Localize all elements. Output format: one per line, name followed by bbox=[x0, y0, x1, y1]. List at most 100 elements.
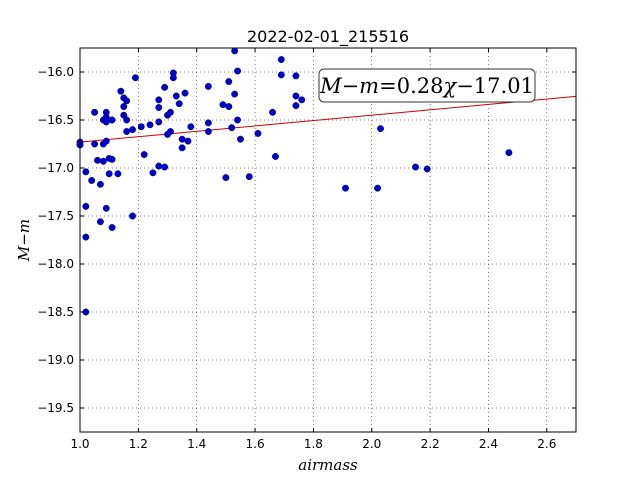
data-point bbox=[225, 78, 233, 86]
x-tick-label: 2.2 bbox=[421, 437, 440, 451]
data-point bbox=[155, 118, 163, 126]
data-point bbox=[166, 128, 174, 135]
data-point bbox=[184, 137, 192, 145]
data-point bbox=[234, 116, 242, 124]
y-tick-label: −17.0 bbox=[37, 161, 74, 175]
data-point bbox=[245, 173, 253, 181]
data-point bbox=[102, 108, 110, 116]
annotation-equation: M−m=0.28χ−17.01 bbox=[319, 74, 534, 98]
data-point bbox=[204, 119, 212, 127]
y-tick-label: −19.0 bbox=[37, 353, 74, 367]
data-point bbox=[102, 137, 110, 145]
data-point bbox=[175, 100, 183, 108]
data-point bbox=[187, 123, 195, 131]
data-point bbox=[155, 104, 163, 111]
data-point bbox=[108, 116, 116, 124]
data-point bbox=[505, 149, 513, 157]
data-point bbox=[277, 71, 285, 79]
data-point bbox=[108, 224, 116, 231]
data-point bbox=[292, 102, 300, 110]
data-point bbox=[155, 162, 163, 170]
data-point bbox=[172, 92, 180, 100]
y-tick-label: −19.5 bbox=[37, 401, 74, 415]
data-point bbox=[161, 163, 169, 171]
data-point bbox=[91, 108, 99, 116]
annotation-slope: 0.28 bbox=[397, 74, 444, 98]
data-point bbox=[131, 74, 139, 82]
data-point bbox=[231, 47, 239, 55]
data-point bbox=[114, 170, 122, 178]
data-point bbox=[292, 72, 300, 80]
data-point bbox=[178, 144, 186, 152]
data-point bbox=[231, 90, 239, 98]
data-point bbox=[228, 124, 236, 132]
fit-line bbox=[79, 95, 577, 143]
data-point bbox=[108, 155, 116, 163]
data-point bbox=[272, 153, 279, 160]
data-point bbox=[120, 103, 128, 111]
data-point bbox=[237, 135, 244, 143]
x-tick-label: 1.4 bbox=[187, 437, 206, 451]
data-point bbox=[149, 169, 157, 177]
x-tick-label: 1.8 bbox=[304, 437, 323, 451]
data-point bbox=[123, 128, 131, 135]
data-point bbox=[137, 123, 145, 131]
data-point bbox=[94, 156, 101, 164]
y-tick-label: −16.5 bbox=[37, 113, 74, 127]
annotation-lhs: M−m bbox=[319, 74, 379, 98]
data-point bbox=[298, 96, 306, 104]
y-tick-label: −18.5 bbox=[37, 305, 74, 319]
data-point bbox=[225, 103, 233, 111]
data-point bbox=[82, 233, 90, 241]
data-point bbox=[82, 202, 90, 210]
fit-line-layer bbox=[79, 95, 577, 143]
data-point bbox=[129, 126, 136, 134]
data-point bbox=[342, 184, 349, 192]
data-point bbox=[374, 184, 382, 192]
data-point bbox=[254, 129, 262, 137]
data-point bbox=[88, 177, 96, 184]
data-point bbox=[178, 135, 186, 143]
data-point bbox=[166, 108, 174, 116]
chart-title: 2022-02-01_215516 bbox=[247, 27, 409, 47]
x-tick-label: 2.4 bbox=[479, 437, 498, 451]
data-point bbox=[423, 165, 431, 173]
data-point bbox=[102, 204, 110, 212]
y-tick-label: −16.0 bbox=[37, 65, 74, 79]
data-point bbox=[222, 174, 230, 182]
y-tick-label: −17.5 bbox=[37, 209, 74, 223]
data-point bbox=[99, 157, 107, 165]
data-point bbox=[412, 163, 419, 171]
data-point bbox=[204, 82, 212, 90]
data-point bbox=[123, 116, 131, 124]
x-tick-label: 1.6 bbox=[246, 437, 265, 451]
data-point bbox=[155, 96, 163, 104]
y-tick-label: −18.0 bbox=[37, 257, 74, 271]
data-point bbox=[161, 83, 169, 91]
data-point bbox=[96, 180, 104, 188]
data-point bbox=[105, 170, 113, 178]
data-point bbox=[123, 97, 131, 105]
data-point bbox=[129, 212, 136, 220]
annotation-eq: = bbox=[379, 74, 397, 98]
x-tick-label: 2.0 bbox=[362, 437, 381, 451]
data-point bbox=[292, 92, 300, 100]
data-point bbox=[117, 87, 125, 95]
data-point bbox=[377, 125, 384, 133]
data-point bbox=[234, 67, 242, 75]
fit-annotation: M−m=0.28χ−17.01 bbox=[318, 68, 536, 103]
data-point bbox=[140, 151, 148, 159]
annotation-var: χ bbox=[441, 74, 457, 98]
annotation-box bbox=[318, 68, 536, 103]
data-point bbox=[82, 168, 90, 176]
x-tick-label: 1.2 bbox=[129, 437, 148, 451]
data-point bbox=[91, 140, 99, 148]
x-tick-label: 2.6 bbox=[537, 437, 556, 451]
points-layer bbox=[76, 47, 513, 316]
data-point bbox=[204, 128, 212, 135]
data-point bbox=[269, 108, 277, 116]
data-point bbox=[96, 218, 104, 226]
data-point bbox=[169, 74, 177, 82]
plot-area bbox=[80, 48, 576, 432]
